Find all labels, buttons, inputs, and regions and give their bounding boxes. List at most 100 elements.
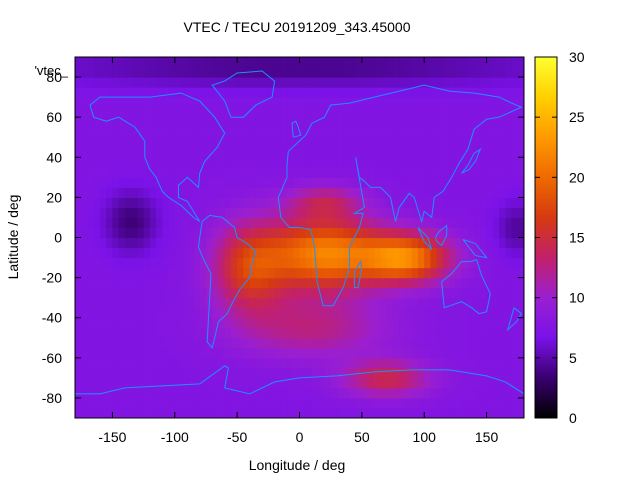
- heatmap-cell: [156, 107, 163, 118]
- colorbar-tick-label: 5: [569, 350, 577, 366]
- heatmap-cell: [436, 407, 444, 418]
- heatmap-cell: [162, 377, 170, 389]
- heatmap-cell: [411, 327, 419, 339]
- heatmap-cell: [162, 297, 170, 309]
- heatmap-cell: [287, 157, 294, 168]
- heatmap-cell: [480, 57, 488, 68]
- heatmap-cell: [280, 87, 288, 98]
- heatmap-cell: [131, 397, 138, 409]
- heatmap-cell: [492, 127, 500, 138]
- heatmap-cell: [293, 287, 301, 299]
- heatmap-cell: [480, 267, 488, 279]
- heatmap-cell: [411, 397, 419, 409]
- heatmap-cell: [505, 87, 513, 98]
- heatmap-cell: [205, 67, 213, 78]
- heatmap-cell: [368, 117, 375, 128]
- heatmap-cell: [131, 217, 138, 229]
- heatmap-cell: [118, 327, 126, 339]
- heatmap-cell: [149, 217, 157, 229]
- heatmap-cell: [181, 227, 188, 239]
- heatmap-cell: [156, 367, 163, 379]
- heatmap-cell: [280, 127, 288, 138]
- heatmap-cell: [193, 307, 201, 319]
- heatmap-cell: [224, 287, 232, 299]
- heatmap-cell: [455, 257, 463, 269]
- heatmap-cell: [499, 347, 506, 359]
- heatmap-cell: [318, 317, 326, 329]
- heatmap-cell: [137, 227, 145, 239]
- heatmap-cell: [93, 87, 101, 98]
- heatmap-cell: [349, 147, 357, 158]
- heatmap-cell: [474, 157, 481, 168]
- heatmap-cell: [106, 197, 114, 209]
- heatmap-cell: [156, 277, 163, 289]
- heatmap-cell: [311, 107, 319, 118]
- heatmap-cell: [393, 77, 400, 88]
- heatmap-cell: [411, 177, 419, 188]
- heatmap-cell: [156, 297, 163, 309]
- heatmap-cell: [174, 207, 182, 219]
- heatmap-cell: [199, 257, 207, 269]
- heatmap-cell: [336, 367, 344, 379]
- heatmap-cell: [399, 217, 407, 229]
- heatmap-cell: [411, 267, 419, 279]
- heatmap-cell: [274, 187, 282, 198]
- heatmap-cell: [480, 407, 488, 418]
- heatmap-cell: [199, 197, 207, 209]
- heatmap-cell: [305, 207, 313, 219]
- heatmap-cell: [262, 367, 269, 379]
- heatmap-cell: [99, 287, 107, 299]
- heatmap-cell: [349, 347, 357, 359]
- heatmap-cell: [243, 407, 251, 418]
- heatmap-cell: [361, 257, 369, 269]
- heatmap-cell: [205, 157, 213, 168]
- heatmap-cell: [480, 377, 488, 389]
- heatmap-cell: [131, 117, 138, 128]
- heatmap-cell: [511, 207, 519, 219]
- heatmap-cell: [143, 77, 151, 88]
- heatmap-cell: [330, 387, 338, 399]
- heatmap-cell: [268, 137, 276, 148]
- heatmap-cell: [224, 237, 232, 249]
- heatmap-cell: [305, 157, 313, 168]
- heatmap-cell: [143, 277, 151, 289]
- heatmap-cell: [343, 87, 350, 98]
- heatmap-cell: [262, 57, 269, 68]
- heatmap-cell: [287, 397, 294, 409]
- heatmap-cell: [149, 387, 157, 399]
- heatmap-cell: [143, 227, 151, 239]
- heatmap-cell: [424, 397, 432, 409]
- heatmap-cell: [262, 87, 269, 98]
- heatmap-cell: [386, 217, 394, 229]
- heatmap-cell: [287, 127, 294, 138]
- heatmap-cell: [131, 57, 138, 68]
- heatmap-cell: [343, 317, 350, 329]
- heatmap-cell: [511, 347, 519, 359]
- heatmap-cell: [318, 117, 326, 128]
- heatmap-cell: [374, 277, 382, 289]
- heatmap-cell: [287, 347, 294, 359]
- heatmap-cell: [280, 137, 288, 148]
- heatmap-cell: [368, 307, 375, 319]
- heatmap-cell: [149, 377, 157, 389]
- heatmap-cell: [517, 137, 524, 148]
- heatmap-cell: [330, 347, 338, 359]
- heatmap-cell: [436, 107, 444, 118]
- x-axis-label: Longitude / deg: [249, 457, 346, 473]
- heatmap-cell: [187, 117, 195, 128]
- heatmap-cell: [293, 357, 301, 369]
- heatmap-cell: [374, 217, 382, 229]
- heatmap-cell: [480, 297, 488, 309]
- heatmap-cell: [399, 247, 407, 259]
- heatmap-cell: [374, 287, 382, 299]
- heatmap-cell: [193, 387, 201, 399]
- heatmap-cell: [449, 337, 457, 349]
- heatmap-cell: [75, 147, 82, 158]
- heatmap-cell: [305, 287, 313, 299]
- heatmap-cell: [287, 97, 294, 108]
- heatmap-cell: [492, 247, 500, 259]
- heatmap-cell: [274, 247, 282, 259]
- heatmap-cell: [249, 227, 257, 239]
- heatmap-cell: [474, 127, 481, 138]
- heatmap-cell: [324, 247, 332, 259]
